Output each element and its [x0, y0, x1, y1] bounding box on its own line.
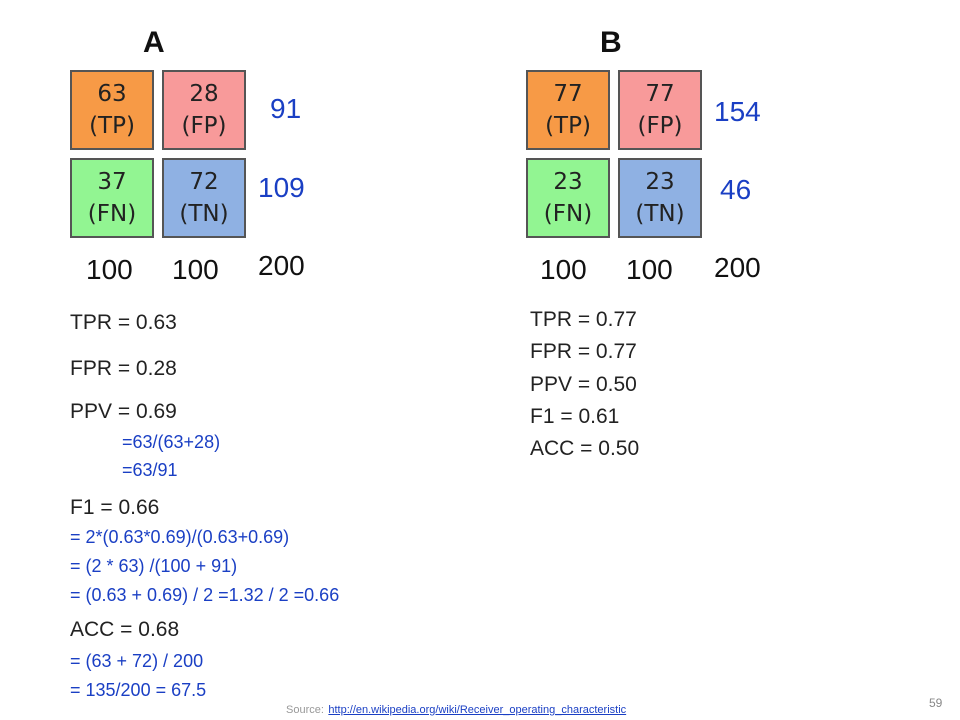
panel-b-tn-cell: 23 (TN) [618, 158, 702, 238]
source-citation: Source: http://en.wikipedia.org/wiki/Rec… [286, 700, 626, 718]
panel-a-fn-cell: 37 (FN) [70, 158, 154, 238]
panel-a-total: 200 [258, 250, 305, 281]
panel-a-tn-value: 72 [189, 169, 219, 195]
panel-a-ppv-calc-1: =63/(63+28) [122, 432, 221, 452]
panel-b-tp-value: 77 [553, 81, 583, 107]
panel-b-fn-tag: (FN) [543, 201, 593, 227]
panel-b-col-sum-1: 100 [540, 254, 587, 285]
panel-b-ppv: PPV = 0.50 [530, 373, 637, 396]
panel-b-tp-cell: 77 (TP) [526, 70, 610, 150]
panel-a-f1-calc-2: = (2 * 63) /(100 + 91) [70, 556, 238, 576]
panel-a-ppv-calc-2: =63/91 [122, 460, 178, 480]
panel-a-acc-calc-2: = 135/200 = 67.5 [70, 680, 207, 700]
panel-a-fn-value: 37 [97, 169, 127, 195]
panel-a-tn-tag: (TN) [179, 201, 229, 227]
panel-b-tp-tag: (TP) [545, 113, 591, 139]
panel-b-total: 200 [714, 252, 761, 283]
panel-b-row-sum-negative: 46 [720, 174, 752, 205]
panel-a-fn-tag: (FN) [87, 201, 137, 227]
source-link[interactable]: http://en.wikipedia.org/wiki/Receiver_op… [328, 704, 627, 716]
panel-b-tpr: TPR = 0.77 [530, 308, 637, 331]
page-number: 59 [929, 696, 943, 710]
panel-a-tp-cell: 63 (TP) [70, 70, 154, 150]
panel-b-acc: ACC = 0.50 [530, 437, 640, 460]
panel-a-tn-cell: 72 (TN) [162, 158, 246, 238]
panel-b-col-sum-2: 100 [626, 254, 673, 285]
panel-b-fp-value: 77 [645, 81, 675, 107]
panel-a-fp-value: 28 [189, 81, 219, 107]
panel-a-tp-tag: (TP) [89, 113, 135, 139]
panel-b-fn-value: 23 [553, 169, 583, 195]
panel-a-tpr: TPR = 0.63 [70, 311, 177, 334]
panel-a-f1-calc-3: = (0.63 + 0.69) / 2 =1.32 / 2 =0.66 [70, 585, 340, 605]
panel-b-fp-cell: 77 (FP) [618, 70, 702, 150]
source-label: Source: [286, 704, 324, 716]
panel-b-tn-value: 23 [645, 169, 675, 195]
panel-a-col-sum-1: 100 [86, 254, 133, 285]
panel-b-fn-cell: 23 (FN) [526, 158, 610, 238]
panel-a-fpr: FPR = 0.28 [70, 357, 177, 380]
panel-a-fp-cell: 28 (FP) [162, 70, 246, 150]
panel-b-fp-tag: (FP) [637, 113, 683, 139]
panel-a-label: A [143, 26, 165, 59]
panel-a-f1-calc-1: = 2*(0.63*0.69)/(0.63+0.69) [70, 527, 290, 547]
panel-a-acc-calc-1: = (63 + 72) / 200 [70, 651, 204, 671]
panel-b-fpr: FPR = 0.77 [530, 340, 637, 363]
panel-a-ppv: PPV = 0.69 [70, 400, 177, 423]
panel-a-row-sum-positive: 91 [270, 93, 302, 124]
panel-a-col-sum-2: 100 [172, 254, 219, 285]
panel-b-tn-tag: (TN) [635, 201, 685, 227]
panel-a-f1: F1 = 0.66 [70, 496, 160, 519]
panel-b-row-sum-positive: 154 [714, 96, 761, 127]
panel-a-acc: ACC = 0.68 [70, 618, 180, 641]
panel-a-fp-tag: (FP) [181, 113, 227, 139]
panel-a-row-sum-negative: 109 [258, 172, 305, 203]
panel-a-tp-value: 63 [97, 81, 127, 107]
panel-b-f1: F1 = 0.61 [530, 405, 620, 428]
panel-b-label: B [600, 26, 622, 59]
